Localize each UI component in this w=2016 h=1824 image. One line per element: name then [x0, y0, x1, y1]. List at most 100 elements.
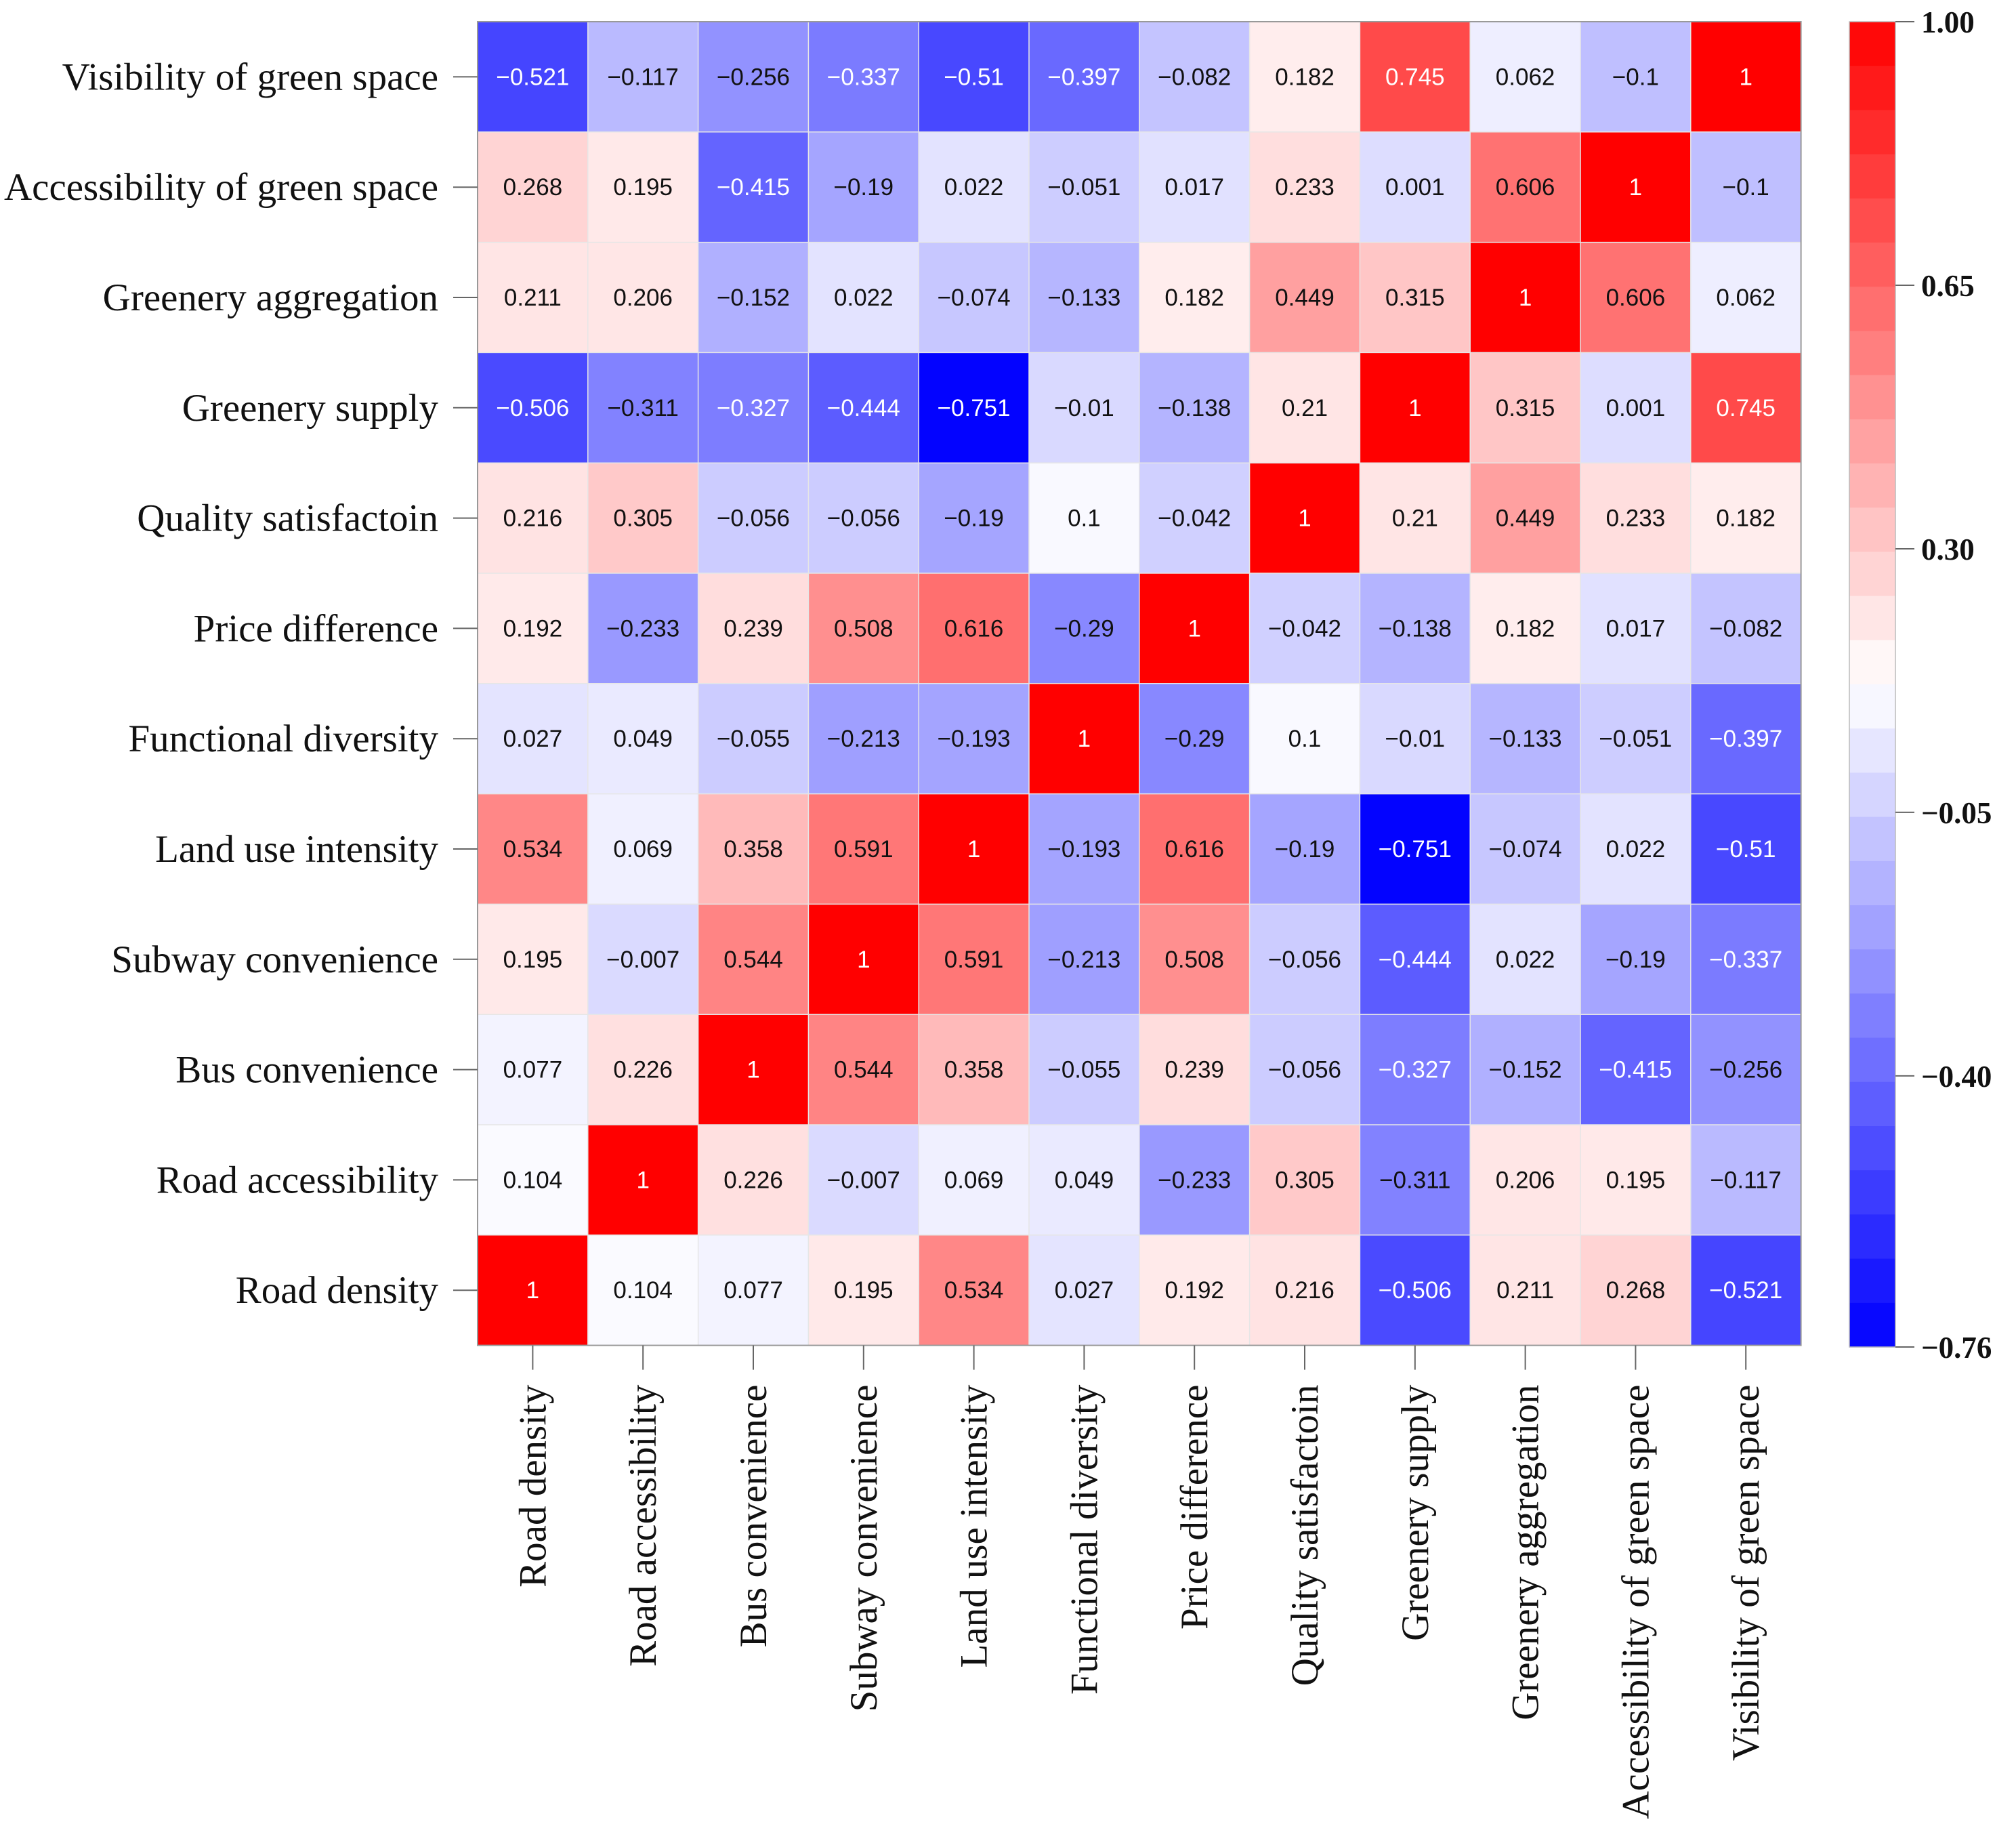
heatmap-cell [1690, 904, 1801, 1015]
cell-value: 0.195 [1606, 1167, 1666, 1193]
cell-value: 0.104 [613, 1277, 673, 1304]
heatmap-cells [477, 21, 1802, 1346]
cell-value: 0.616 [944, 615, 1004, 642]
cell-value: 0.534 [503, 836, 563, 863]
cell-value: 1 [857, 947, 870, 973]
colorbar-step [1849, 1214, 1895, 1260]
heatmap-cell [587, 1014, 698, 1125]
column-label: Accessibility of green space [1614, 1385, 1657, 1819]
heatmap-cell [1470, 683, 1580, 794]
heatmap-cell [1029, 131, 1139, 243]
heatmap-cell [1360, 904, 1471, 1015]
heatmap-cell [478, 1235, 588, 1346]
heatmap-cell [1249, 352, 1360, 463]
heatmap-cell [698, 463, 809, 573]
heatmap-cell [1360, 242, 1471, 353]
cell-value: −0.1 [1723, 174, 1769, 201]
cell-value: −0.233 [606, 615, 679, 642]
row-axis: Visibility of green space Accessibility o… [4, 56, 478, 1312]
heatmap-cell [919, 22, 1029, 132]
heatmap-cell [478, 22, 588, 132]
heatmap-cell [808, 352, 919, 463]
heatmap-cell [1360, 683, 1471, 794]
heatmap-cell [1029, 22, 1139, 132]
colorbar-step [1849, 949, 1895, 994]
cell-value: −0.074 [1489, 836, 1562, 863]
cell-value: −0.19 [1605, 947, 1666, 973]
colorbar-step [1849, 1170, 1895, 1215]
heatmap-cell [478, 573, 588, 684]
colorbar-step [1849, 243, 1895, 287]
heatmap-cell [698, 1235, 809, 1346]
row-label: Visibility of green space [62, 56, 438, 98]
heatmap-cell [1029, 904, 1139, 1015]
heatmap-cell [1470, 463, 1580, 573]
cell-value: −0.751 [938, 395, 1011, 421]
heatmap-cell [1249, 242, 1360, 353]
colorbar-tick-label: −0.76 [1921, 1331, 1992, 1365]
cell-value: −0.311 [607, 395, 678, 421]
cell-value: 1 [1629, 174, 1642, 201]
cell-value: −0.51 [944, 64, 1004, 90]
heatmap-cell [1360, 1235, 1471, 1346]
heatmap-cell [919, 793, 1029, 905]
heatmap-cell [1139, 1014, 1250, 1125]
cell-value: 0.239 [1164, 1057, 1224, 1083]
cell-value: 0.268 [503, 174, 563, 201]
heatmap-cell [808, 1125, 919, 1235]
cell-value: 0.508 [1164, 947, 1224, 973]
cell-value: −0.397 [1047, 64, 1120, 90]
heatmap-cell [478, 463, 588, 573]
heatmap-cell [919, 1235, 1029, 1346]
column-label: Land use intensity [953, 1384, 996, 1667]
colorbar-step [1849, 154, 1895, 199]
cell-value: 1 [636, 1167, 649, 1193]
cell-value: −0.082 [1158, 64, 1231, 90]
colorbar-frame [1849, 21, 1896, 1348]
colorbar-step [1849, 816, 1895, 862]
heatmap-cell [587, 242, 698, 353]
colorbar-step [1849, 772, 1895, 818]
cell-value: −0.327 [1379, 1057, 1452, 1083]
heatmap-cell [698, 1014, 809, 1125]
cell-value: 0.1 [1288, 726, 1322, 752]
heatmap-cell [1690, 683, 1801, 794]
colorbar-step [1849, 728, 1895, 773]
cell-value: −0.444 [827, 395, 900, 421]
cell-value: −0.213 [827, 726, 900, 752]
heatmap-cell [1580, 683, 1691, 794]
heatmap-cell [1360, 573, 1471, 684]
heatmap-cell [1249, 1235, 1360, 1346]
heatmap-cell [1249, 463, 1360, 573]
colorbar-step [1849, 861, 1895, 906]
heatmap-cell [1249, 573, 1360, 684]
heatmap-cell [1580, 573, 1691, 684]
cell-value: −0.055 [717, 726, 790, 752]
cell-value: −0.117 [607, 64, 678, 90]
heatmap-cell [1580, 793, 1691, 905]
cell-value: 0.195 [613, 174, 673, 201]
cell-value: 0.206 [1496, 1167, 1555, 1193]
heatmap-cell [808, 463, 919, 573]
heatmap-cell [1360, 131, 1471, 243]
heatmap-cell [919, 1014, 1029, 1125]
heatmap-cell [1249, 683, 1360, 794]
row-label: Greenery supply [182, 387, 439, 430]
colorbar-step [1849, 419, 1895, 464]
cell-value: 0.192 [1164, 1277, 1224, 1304]
column-label: Greenery aggregation [1505, 1385, 1547, 1720]
colorbar-tick-label: 0.65 [1921, 269, 1975, 303]
heatmap-cell [808, 904, 919, 1015]
heatmap-cell [1249, 22, 1360, 132]
colorbar-step [1849, 1302, 1895, 1348]
heatmap-cell [1470, 131, 1580, 243]
heatmap-cell [698, 242, 809, 353]
cell-value: 0.534 [944, 1277, 1004, 1304]
column-label: Bus convenience [732, 1385, 775, 1648]
cell-value: −0.056 [827, 505, 900, 532]
cell-value: −0.415 [717, 174, 790, 201]
heatmap-cell [1029, 242, 1139, 353]
heatmap-cell [1470, 904, 1580, 1015]
cell-value: −0.082 [1709, 615, 1782, 642]
cell-value: 1 [1408, 395, 1421, 421]
